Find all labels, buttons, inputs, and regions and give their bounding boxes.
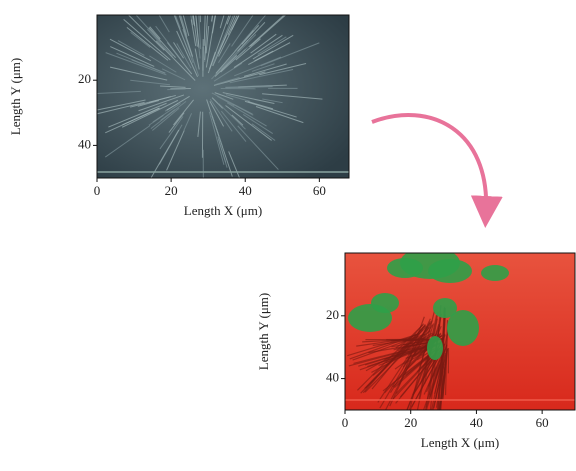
- streak: [167, 89, 185, 90]
- y-axis-label: Length Y (μm): [8, 58, 23, 136]
- y-tick-label: 20: [78, 71, 91, 86]
- y-axis-label: Length Y (μm): [256, 293, 271, 371]
- y-tick-label: 40: [326, 370, 339, 385]
- green-region: [433, 298, 457, 318]
- page: {"chart_data": [ {"type": "image", "xlab…: [0, 0, 576, 471]
- x-tick-label: 0: [94, 183, 101, 198]
- x-tick-label: 0: [342, 415, 349, 430]
- x-tick-label: 40: [470, 415, 483, 430]
- x-axis-label: Length X (μm): [421, 435, 499, 450]
- x-axis-label: Length X (μm): [184, 203, 262, 218]
- green-region: [481, 265, 509, 281]
- x-tick-label: 60: [536, 415, 549, 430]
- arrow: [372, 115, 486, 212]
- figure: 0 20 40 60 20 40 Length X (μm) Length Y (μm) 0 20…: [0, 0, 576, 471]
- y-tick-label: 40: [78, 136, 91, 151]
- x-tick-label: 20: [165, 183, 178, 198]
- green-region: [428, 259, 472, 283]
- x-tick-label: 40: [239, 183, 252, 198]
- image-area: [82, 0, 349, 205]
- green-region: [387, 258, 423, 278]
- y-tick-label: 20: [326, 307, 339, 322]
- green-region: [371, 293, 399, 313]
- image-area: [345, 247, 575, 442]
- green-region: [427, 336, 443, 360]
- x-tick-label: 60: [313, 183, 326, 198]
- x-tick-label: 20: [404, 415, 417, 430]
